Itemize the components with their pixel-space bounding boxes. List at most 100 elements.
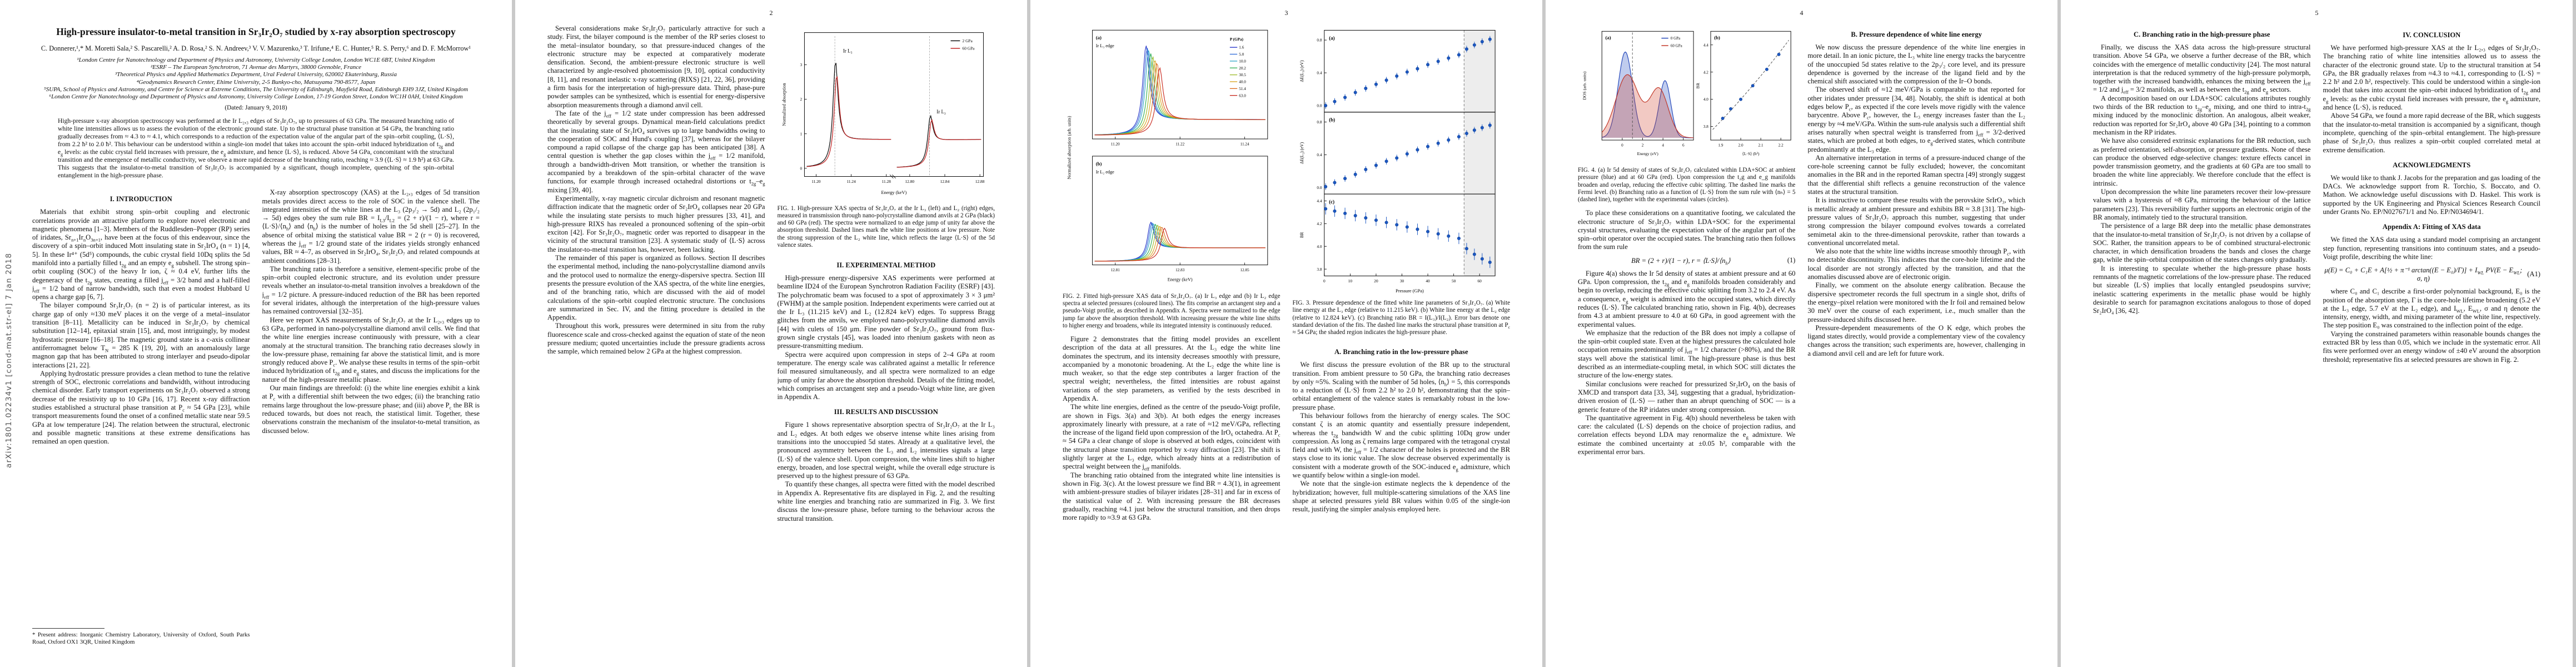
- text-column: Several considerations make Sr₃Ir₂O₇ par…: [547, 24, 765, 646]
- figure-text: P (GPa): [1230, 37, 1244, 42]
- paragraph: Figure 2 demonstrates that the fitting m…: [1063, 335, 1280, 402]
- data-point: [1436, 59, 1440, 63]
- dos-curve: [1602, 51, 1694, 138]
- figure-text: Normalized absorption: [781, 83, 786, 126]
- figure-text: (a): [1329, 35, 1334, 41]
- figure-text: 1.9: [1718, 143, 1723, 147]
- xas-spectrum-curve: [896, 118, 981, 168]
- data-point: [1426, 145, 1429, 148]
- data-point: [1751, 84, 1755, 88]
- page-3: 3 11.20 11.22 11.24 12.81 12.83 12.85 Energy (…: [1030, 0, 1542, 667]
- figure-text: ΔE(L₃) (eV): [1299, 60, 1304, 82]
- data-point: [1363, 216, 1367, 220]
- figure-text: BR: [1299, 232, 1304, 238]
- figure-text: 12.85: [1240, 268, 1250, 272]
- data-point: [1323, 185, 1327, 188]
- paragraph: We would like to thank J. Jacobs for the…: [2323, 173, 2541, 216]
- page-number: 5: [2315, 9, 2319, 17]
- dated-line: (Dated: January 9, 2018): [225, 104, 287, 112]
- figure-text: Energy (keV): [1168, 277, 1193, 282]
- paper-title: High-pressure insulator-to-metal transit…: [56, 26, 456, 37]
- figure-text: ΔE(L₂) (eV): [1299, 142, 1304, 164]
- figure-text: 0.8: [1317, 38, 1322, 43]
- data-point: [1426, 230, 1429, 233]
- data-point: [1415, 227, 1419, 231]
- figure-text: 0.4: [1317, 152, 1322, 157]
- figure-2-plot: 11.20 11.22 11.24 12.81 12.83 12.85 Energy (ke…: [1067, 29, 1268, 282]
- data-point: [1343, 177, 1347, 181]
- data-point: [1765, 67, 1768, 71]
- paragraph: Pressure-dependent measurements of the O…: [1807, 323, 2026, 357]
- figure-text: 40: [1426, 278, 1430, 283]
- figure-text: (b): [1329, 117, 1335, 123]
- paragraph: To place these considerations on a quant…: [1578, 209, 1796, 251]
- figure-text: 2.0: [1738, 143, 1743, 147]
- paragraph: The white line energies, defined as the …: [1063, 403, 1280, 472]
- figure-2: 11.20 11.22 11.24 12.81 12.83 12.85 Energy (ke…: [1063, 26, 1280, 289]
- paragraph: Finally, we comment on the absolute ener…: [1807, 281, 2026, 323]
- data-point: [1405, 225, 1409, 229]
- figure-text: Energy (eV): [1637, 151, 1659, 156]
- figure-text: 3.8: [1317, 267, 1322, 272]
- section-heading: Appendix A: Fitting of XAS data: [2382, 223, 2481, 231]
- data-point: [1374, 218, 1378, 222]
- paragraph: Experimentally, x-ray magnetic circular …: [547, 194, 765, 253]
- affiliation: ⁵SUPA, School of Physics and Astronomy, …: [43, 86, 469, 93]
- figure-text: DOS (arb. units): [1582, 71, 1587, 100]
- figure-text: 3: [800, 62, 802, 67]
- data-point: [1739, 97, 1743, 101]
- paragraph: We also note that the white line widths …: [1807, 247, 2026, 281]
- text-column: 11.20 11.22 11.24 12.81 12.83 12.85 Energy (ke…: [1063, 24, 1280, 646]
- data-point: [1415, 67, 1419, 71]
- data-point: [1323, 103, 1327, 107]
- data-point: [1394, 74, 1398, 78]
- paragraph: The remainder of this paper is organized…: [547, 254, 765, 322]
- figure-1: 0 1 2 3 11.20 11.24 11.28 12.80 12.84 12.88 Energy…: [778, 26, 995, 201]
- figure-text: 50: [1451, 278, 1456, 283]
- affiliation: ⁶London Centre for Nanotechnology and De…: [49, 93, 463, 101]
- paragraph: This behaviour follows from the hierarch…: [1292, 412, 1511, 480]
- paragraph: The branching ratio obtained from the in…: [1063, 471, 1280, 522]
- affiliation: ³Theoretical Physics and Applied Mathema…: [115, 71, 397, 78]
- text-flow: II. EXPERIMENTAL METHOD High-pressure ene…: [778, 255, 995, 646]
- page-2: 2 Several considerations make Sr₃Ir₂O₇ p…: [515, 0, 1027, 667]
- figure-text: 0: [1323, 278, 1325, 283]
- figure-text: 5.0: [1239, 52, 1244, 57]
- data-point: [1480, 257, 1484, 261]
- figure-text: 63.0: [1239, 93, 1246, 98]
- figure-text: 12.80: [905, 179, 914, 184]
- figure-text: 4.2: [1703, 70, 1708, 74]
- text-column: X-ray absorption spectroscopy (XAS) at t…: [262, 188, 480, 646]
- paragraph: To quantify these changes, all spectra w…: [777, 480, 995, 522]
- data-point: [1374, 82, 1378, 86]
- data-point: [1332, 181, 1336, 185]
- subsection-heading: C. Branching ratio in the high-pressure …: [2134, 31, 2270, 38]
- text-column: 0.0 0.4 0.8 ΔE(L₃) (eV) (a) 0.0 0.4 0.8 ΔE(L₂) (…: [1292, 24, 1511, 646]
- data-point: [1363, 167, 1367, 171]
- figure-text: (c): [1329, 199, 1334, 205]
- equation: BR = (2 + r)/(1 − r), r = ⟨L·S⟩/⟨nh⟩ (1): [1578, 256, 1795, 265]
- figure-2-caption: FIG. 2. Fitted high-pressure XAS data of…: [1063, 292, 1280, 329]
- data-point: [1436, 141, 1440, 145]
- paragraph: Applying hydrostatic pressure provides a…: [32, 369, 250, 446]
- paragraph: Here we report XAS measurements of Sr₃Ir…: [262, 316, 480, 384]
- figure-text: BR: [1695, 82, 1700, 88]
- data-point: [1446, 138, 1450, 142]
- paragraph: Figure 1 shows representative absorption…: [777, 421, 995, 480]
- figure-text: 0: [800, 166, 802, 171]
- data-point: [1472, 252, 1476, 256]
- paragraph: We first discuss the pressure evolution …: [1292, 361, 1511, 411]
- figure-text: 0.4: [1317, 71, 1322, 76]
- paragraph: X-ray absorption spectroscopy (XAS) at t…: [262, 188, 480, 265]
- text-column: 0 2 4 6 Energy (eV) DOS (arb. units) (a) 0 GPa 6…: [1578, 24, 1796, 646]
- figure-text: 2: [800, 97, 802, 102]
- page-number: 4: [1800, 9, 1803, 17]
- figure-text: 10.0: [1239, 59, 1246, 63]
- figure-text: Ir L₂ edge: [1096, 170, 1114, 175]
- paragraph: It is interesting to speculate whether t…: [2093, 264, 2311, 315]
- paragraph: Our main findings are threefold: (i) the…: [262, 384, 480, 435]
- data-point: [1332, 209, 1336, 213]
- xas-fit-curve: [1094, 223, 1265, 262]
- xas-fit-curve: [1094, 227, 1265, 262]
- data-point: [1343, 211, 1347, 215]
